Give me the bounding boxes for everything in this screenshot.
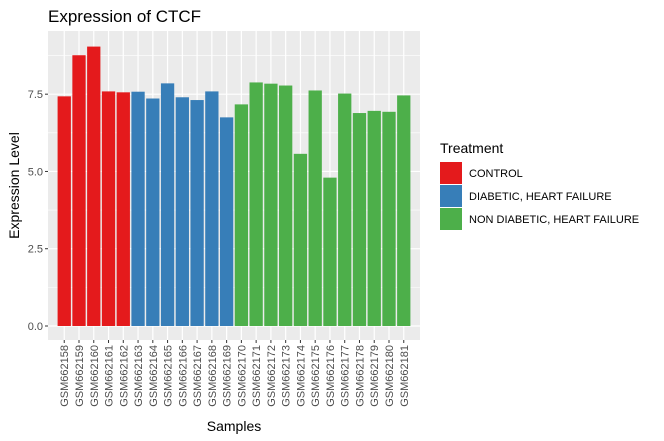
legend-key (440, 208, 462, 230)
y-axis-title: Expression Level (6, 132, 22, 239)
bar-GSM662181 (397, 95, 411, 326)
x-tick-label: GSM662181 (399, 345, 411, 407)
bar-GSM662177 (338, 93, 352, 327)
bar-GSM662178 (352, 113, 367, 326)
x-tick-label: GSM662180 (384, 345, 396, 407)
chart-title: Expression of CTCF (48, 7, 201, 26)
x-tick-label: GSM662164 (148, 345, 160, 407)
legend-label: DIABETIC, HEART FAILURE (469, 191, 612, 203)
x-tick-label: GSM662168 (207, 345, 219, 407)
bar-GSM662174 (293, 153, 308, 326)
legend-label: CONTROL (469, 168, 523, 180)
bar-GSM662168 (205, 91, 219, 327)
y-tick-label: 7.5 (28, 89, 43, 101)
x-axis: GSM662158 GSM662159 GSM662160 GSM662161 GSM6… (59, 340, 411, 407)
bar-GSM662162 (116, 92, 130, 326)
legend-key (440, 162, 462, 184)
bar-GSM662158 (57, 96, 71, 326)
bar-GSM662167 (190, 100, 204, 327)
x-tick-label: GSM662178 (354, 345, 366, 407)
legend-key (440, 185, 462, 207)
x-tick-label: GSM662166 (177, 345, 189, 407)
bar-GSM662160 (87, 46, 101, 326)
legend-title: Treatment (440, 140, 503, 156)
bars (57, 46, 411, 327)
bar-GSM662176 (323, 177, 337, 326)
bar-GSM662169 (219, 117, 234, 326)
bar-GSM662180 (382, 111, 396, 326)
x-tick-label: GSM662174 (295, 345, 307, 407)
x-tick-label: GSM662158 (59, 345, 71, 407)
bar-GSM662170 (234, 104, 249, 326)
x-tick-label: GSM662162 (118, 345, 130, 407)
x-tick-label: GSM662160 (89, 345, 101, 407)
bar-GSM662173 (279, 85, 293, 326)
x-tick-label: GSM662177 (340, 345, 352, 407)
bar-GSM662165 (160, 83, 175, 326)
legend-label: NON DIABETIC, HEART FAILURE (469, 214, 639, 226)
y-tick-label: 5.0 (28, 166, 43, 178)
x-tick-label: GSM662172 (266, 345, 278, 407)
x-tick-label: GSM662173 (281, 345, 293, 407)
bar-GSM662161 (101, 91, 116, 327)
x-tick-label: GSM662169 (222, 345, 234, 407)
x-tick-label: GSM662167 (192, 345, 204, 407)
x-tick-label: GSM662171 (251, 345, 263, 407)
x-tick-label: GSM662176 (325, 345, 337, 407)
y-tick-label: 2.5 (28, 244, 43, 256)
x-tick-label: GSM662159 (74, 345, 86, 407)
bar-GSM662163 (131, 91, 145, 326)
x-tick-label: GSM662179 (369, 345, 381, 407)
x-tick-label: GSM662165 (163, 345, 175, 407)
x-tick-label: GSM662170 (236, 345, 248, 407)
x-tick-label: GSM662163 (133, 345, 145, 407)
y-axis: 0.0 2.5 5.0 7.5 (28, 89, 48, 333)
bar-GSM662171 (249, 82, 263, 326)
y-tick-label: 0.0 (28, 321, 43, 333)
bar-GSM662164 (146, 98, 160, 326)
x-axis-title: Samples (207, 418, 261, 434)
bar-GSM662179 (367, 110, 381, 326)
bar-GSM662166 (175, 97, 189, 326)
bar-GSM662175 (308, 90, 322, 327)
x-tick-label: GSM662175 (310, 345, 322, 407)
x-tick-label: GSM662161 (104, 345, 116, 407)
bar-GSM662159 (72, 55, 86, 327)
legend: Treatment CONTROL DIABETIC, HEART FAILURE… (440, 140, 639, 230)
bar-GSM662172 (264, 83, 278, 326)
